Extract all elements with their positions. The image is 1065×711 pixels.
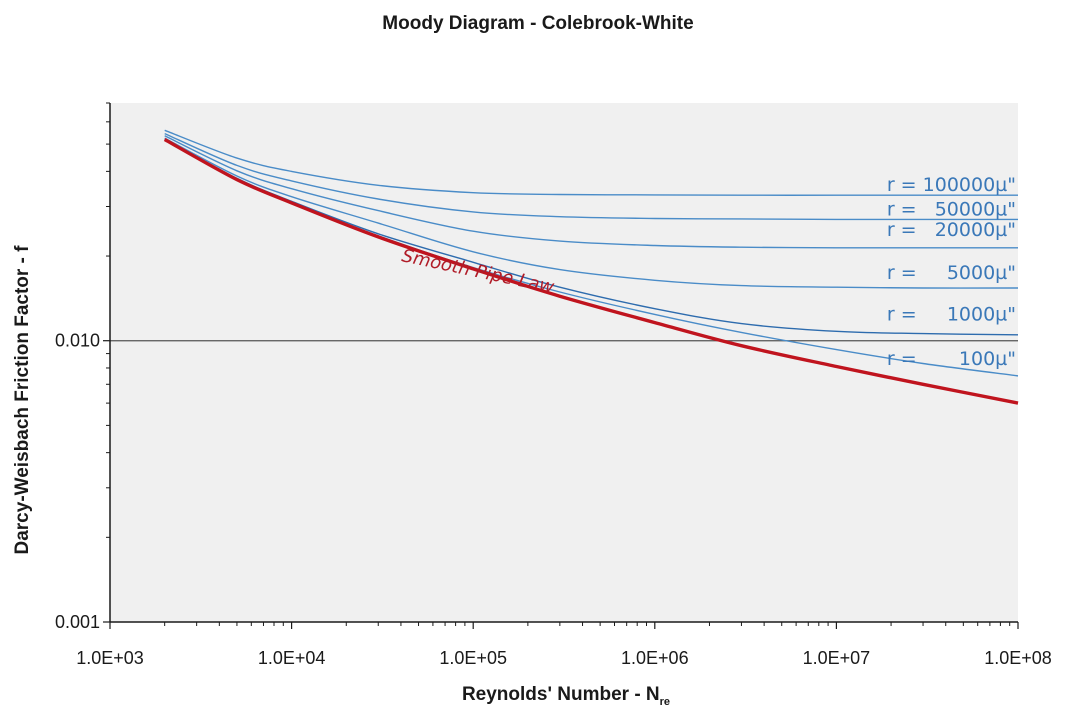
- x-tick-label: 1.0E+04: [258, 648, 326, 668]
- x-tick-label: 1.0E+07: [803, 648, 871, 668]
- roughness-label: r = 100µ": [887, 348, 1016, 370]
- series-smooth-pipe-law: [163, 138, 1019, 405]
- x-tick-label: 1.0E+03: [76, 648, 144, 668]
- chart-title: Moody Diagram - Colebrook-White: [382, 13, 693, 34]
- series-roughness-line: [164, 137, 1019, 289]
- series-roughness-line: [164, 129, 1018, 196]
- y-tick-label: 0.001: [55, 612, 100, 632]
- series-roughness-line: [164, 132, 1018, 221]
- x-axis-title-subscript: re: [660, 696, 670, 708]
- roughness-label: r = 50000µ": [887, 198, 1016, 220]
- roughness-label: r = 5000µ": [887, 262, 1016, 284]
- roughness-label: r = 1000µ": [887, 303, 1016, 325]
- x-tick-label: 1.0E+05: [439, 648, 507, 668]
- roughness-label: r = 20000µ": [887, 219, 1016, 241]
- x-axis-title: Reynolds' Number - Nre: [462, 684, 670, 708]
- x-axis-title-main: Reynolds' Number - N: [462, 684, 660, 705]
- x-tick-label: 1.0E+08: [984, 648, 1052, 668]
- roughness-label: r = 100000µ": [887, 174, 1016, 196]
- x-tick-label: 1.0E+06: [621, 648, 689, 668]
- y-axis-title: Darcy-Weisbach Friction Factor - f: [12, 245, 33, 555]
- series-roughness-line: [164, 135, 1018, 249]
- y-tick-label: 0.010: [55, 331, 100, 351]
